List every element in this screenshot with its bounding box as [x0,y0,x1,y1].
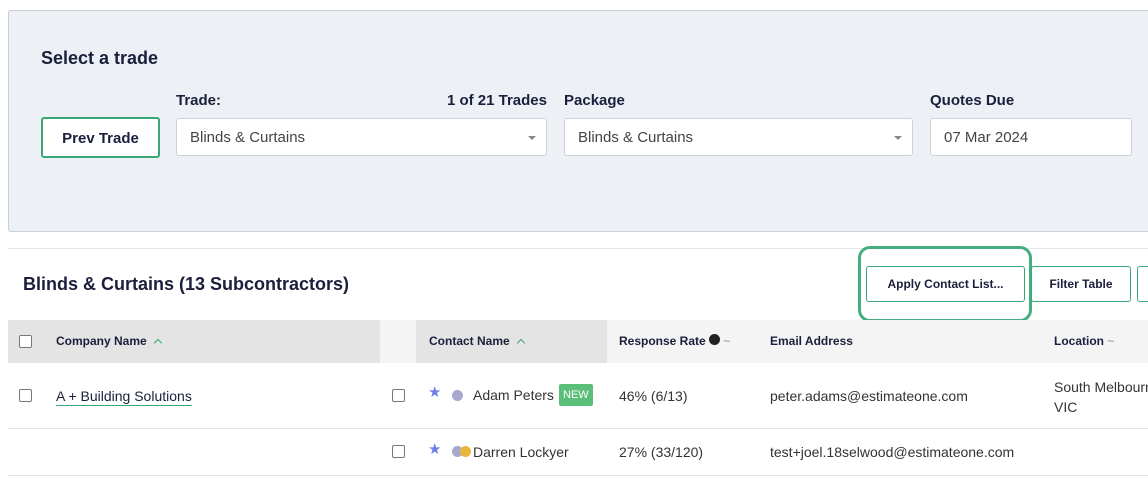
contact-name: Darren Lockyer [473,444,569,460]
trade-count: 1 of 21 Trades [446,92,547,109]
divider [8,248,1148,249]
checkbox[interactable] [392,389,405,402]
checkbox[interactable] [19,335,32,348]
column-header: Contact Name [429,334,525,348]
section-title: Blinds & Curtains (13 Subcontractors) [23,274,350,294]
location-line: VIC [1054,399,1078,415]
package-select[interactable]: Blinds & Curtains [564,118,913,156]
header-text: Location [1054,334,1104,348]
quotes-input[interactable]: 07 Mar 2024 [930,118,1132,156]
sorted-column [8,320,380,363]
status-dot [452,390,463,401]
column-header: Email Address [770,334,853,348]
header-text: Response Rate [619,334,706,348]
package-value: Blinds & Curtains [578,129,694,146]
column-header: Response Rate ~ [619,334,731,348]
star-icon: ★ [428,384,442,401]
status-dot [460,446,471,457]
response-rate: 27% (33/120) [619,444,704,460]
status-dot [452,446,463,457]
row-divider [8,428,1148,429]
header-text: Company Name [56,334,147,348]
apply-contact-button[interactable]: Apply Contact List... [866,266,1025,302]
checkbox[interactable] [19,389,32,402]
column-header: Location ~ [1054,334,1115,348]
prev-trade-button[interactable]: Prev Trade [41,117,160,158]
trade-label: Trade: [176,92,222,109]
star-icon: ★ [428,441,442,458]
response-rate: 46% (6/13) [619,388,688,404]
contact-name: Adam Peters [473,387,554,403]
trade-select[interactable]: Blinds & Curtains [176,118,547,156]
sorted-column [416,320,607,363]
trade-value: Blinds & Curtains [190,129,306,146]
panel-title: Select a trade [41,48,159,68]
checkbox[interactable] [392,445,405,458]
caret [528,136,536,144]
header-text: Contact Name [429,334,510,348]
caret [894,136,902,144]
location: South Melbourne VIC [1054,377,1148,417]
filter-button[interactable]: Filter Table [1031,266,1131,302]
column-header: Company Name [56,334,162,348]
row-divider [8,475,1148,476]
email: test+joel.18selwood@estimateone.com [770,444,1015,460]
quotes-label: Quotes Due [930,92,1015,109]
more-button[interactable] [1137,266,1148,302]
email: peter.adams@estimateone.com [770,388,968,404]
company-link[interactable]: A + Building Solutions [56,388,192,406]
new-badge: NEW [559,384,593,406]
location-line: South Melbourne [1054,379,1148,395]
package-label: Package [564,92,625,109]
